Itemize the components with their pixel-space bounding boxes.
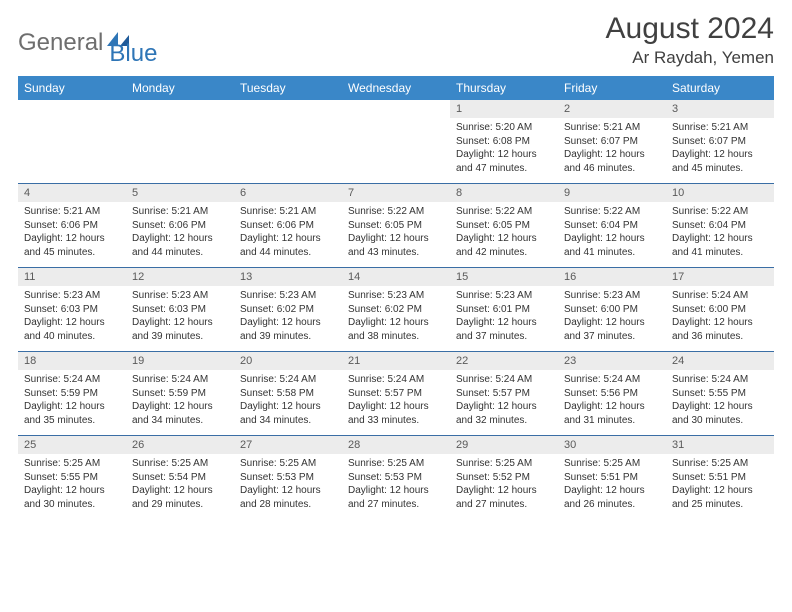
day-content-cell: Sunrise: 5:21 AMSunset: 6:06 PMDaylight:… bbox=[18, 202, 126, 268]
day-content-cell: Sunrise: 5:21 AMSunset: 6:07 PMDaylight:… bbox=[666, 118, 774, 184]
day-number-cell: 23 bbox=[558, 352, 666, 370]
day-number-cell: 19 bbox=[126, 352, 234, 370]
day-content-cell: Sunrise: 5:23 AMSunset: 6:03 PMDaylight:… bbox=[18, 286, 126, 352]
logo-text-2: Blue bbox=[109, 40, 157, 68]
day-number-cell: 9 bbox=[558, 184, 666, 202]
day-header: Thursday bbox=[450, 76, 558, 100]
day-number-cell bbox=[342, 100, 450, 118]
day-number-cell: 18 bbox=[18, 352, 126, 370]
header: General Blue August 2024 Ar Raydah, Yeme… bbox=[18, 12, 774, 68]
day-number-cell: 1 bbox=[450, 100, 558, 118]
day-content-cell: Sunrise: 5:24 AMSunset: 5:58 PMDaylight:… bbox=[234, 370, 342, 436]
logo: General Blue bbox=[18, 18, 157, 68]
day-content-cell: Sunrise: 5:20 AMSunset: 6:08 PMDaylight:… bbox=[450, 118, 558, 184]
day-number-cell: 16 bbox=[558, 268, 666, 286]
day-content-row: Sunrise: 5:21 AMSunset: 6:06 PMDaylight:… bbox=[18, 202, 774, 268]
day-number-cell: 5 bbox=[126, 184, 234, 202]
day-content-cell: Sunrise: 5:25 AMSunset: 5:51 PMDaylight:… bbox=[558, 454, 666, 519]
day-content-row: Sunrise: 5:25 AMSunset: 5:55 PMDaylight:… bbox=[18, 454, 774, 519]
day-number-cell: 8 bbox=[450, 184, 558, 202]
month-title: August 2024 bbox=[606, 12, 774, 46]
day-number-cell: 10 bbox=[666, 184, 774, 202]
day-content-cell: Sunrise: 5:22 AMSunset: 6:05 PMDaylight:… bbox=[450, 202, 558, 268]
day-number-cell: 3 bbox=[666, 100, 774, 118]
day-header: Friday bbox=[558, 76, 666, 100]
day-number-cell: 29 bbox=[450, 436, 558, 454]
day-number-cell: 22 bbox=[450, 352, 558, 370]
day-content-cell: Sunrise: 5:24 AMSunset: 5:57 PMDaylight:… bbox=[450, 370, 558, 436]
day-number-cell: 26 bbox=[126, 436, 234, 454]
day-number-cell: 11 bbox=[18, 268, 126, 286]
day-number-cell: 24 bbox=[666, 352, 774, 370]
day-number-cell: 2 bbox=[558, 100, 666, 118]
day-number-cell: 27 bbox=[234, 436, 342, 454]
title-block: August 2024 Ar Raydah, Yemen bbox=[606, 12, 774, 68]
day-content-cell: Sunrise: 5:23 AMSunset: 6:03 PMDaylight:… bbox=[126, 286, 234, 352]
day-content-cell bbox=[18, 118, 126, 184]
logo-text-1: General bbox=[18, 29, 103, 57]
day-content-cell: Sunrise: 5:24 AMSunset: 5:59 PMDaylight:… bbox=[18, 370, 126, 436]
day-header-row: Sunday Monday Tuesday Wednesday Thursday… bbox=[18, 76, 774, 100]
day-content-cell: Sunrise: 5:24 AMSunset: 5:59 PMDaylight:… bbox=[126, 370, 234, 436]
day-content-cell: Sunrise: 5:23 AMSunset: 6:02 PMDaylight:… bbox=[342, 286, 450, 352]
day-number-cell: 30 bbox=[558, 436, 666, 454]
day-number-cell: 15 bbox=[450, 268, 558, 286]
day-content-cell: Sunrise: 5:24 AMSunset: 5:55 PMDaylight:… bbox=[666, 370, 774, 436]
day-header: Wednesday bbox=[342, 76, 450, 100]
day-content-cell: Sunrise: 5:22 AMSunset: 6:04 PMDaylight:… bbox=[666, 202, 774, 268]
day-number-cell: 28 bbox=[342, 436, 450, 454]
day-number-cell bbox=[18, 100, 126, 118]
day-content-row: Sunrise: 5:23 AMSunset: 6:03 PMDaylight:… bbox=[18, 286, 774, 352]
day-content-row: Sunrise: 5:20 AMSunset: 6:08 PMDaylight:… bbox=[18, 118, 774, 184]
day-number-cell: 13 bbox=[234, 268, 342, 286]
day-content-cell: Sunrise: 5:24 AMSunset: 6:00 PMDaylight:… bbox=[666, 286, 774, 352]
day-content-cell: Sunrise: 5:25 AMSunset: 5:53 PMDaylight:… bbox=[342, 454, 450, 519]
day-number-row: 45678910 bbox=[18, 184, 774, 202]
day-content-cell: Sunrise: 5:22 AMSunset: 6:05 PMDaylight:… bbox=[342, 202, 450, 268]
day-content-cell: Sunrise: 5:22 AMSunset: 6:04 PMDaylight:… bbox=[558, 202, 666, 268]
day-header: Tuesday bbox=[234, 76, 342, 100]
day-content-cell: Sunrise: 5:24 AMSunset: 5:57 PMDaylight:… bbox=[342, 370, 450, 436]
day-number-cell: 17 bbox=[666, 268, 774, 286]
day-content-cell: Sunrise: 5:23 AMSunset: 6:02 PMDaylight:… bbox=[234, 286, 342, 352]
day-content-cell: Sunrise: 5:21 AMSunset: 6:07 PMDaylight:… bbox=[558, 118, 666, 184]
day-content-cell: Sunrise: 5:23 AMSunset: 6:00 PMDaylight:… bbox=[558, 286, 666, 352]
day-number-cell: 4 bbox=[18, 184, 126, 202]
day-content-cell: Sunrise: 5:25 AMSunset: 5:55 PMDaylight:… bbox=[18, 454, 126, 519]
day-number-cell: 25 bbox=[18, 436, 126, 454]
day-number-cell: 6 bbox=[234, 184, 342, 202]
day-content-cell bbox=[234, 118, 342, 184]
day-content-cell: Sunrise: 5:24 AMSunset: 5:56 PMDaylight:… bbox=[558, 370, 666, 436]
day-number-cell bbox=[126, 100, 234, 118]
day-content-cell: Sunrise: 5:21 AMSunset: 6:06 PMDaylight:… bbox=[234, 202, 342, 268]
day-header: Saturday bbox=[666, 76, 774, 100]
day-content-cell: Sunrise: 5:25 AMSunset: 5:54 PMDaylight:… bbox=[126, 454, 234, 519]
day-content-cell bbox=[342, 118, 450, 184]
day-number-cell: 14 bbox=[342, 268, 450, 286]
day-content-cell: Sunrise: 5:23 AMSunset: 6:01 PMDaylight:… bbox=[450, 286, 558, 352]
day-number-row: 25262728293031 bbox=[18, 436, 774, 454]
day-number-row: 123 bbox=[18, 100, 774, 118]
day-number-cell: 12 bbox=[126, 268, 234, 286]
day-content-cell: Sunrise: 5:25 AMSunset: 5:53 PMDaylight:… bbox=[234, 454, 342, 519]
day-content-row: Sunrise: 5:24 AMSunset: 5:59 PMDaylight:… bbox=[18, 370, 774, 436]
day-content-cell: Sunrise: 5:21 AMSunset: 6:06 PMDaylight:… bbox=[126, 202, 234, 268]
day-number-cell: 20 bbox=[234, 352, 342, 370]
day-number-cell: 21 bbox=[342, 352, 450, 370]
day-header: Monday bbox=[126, 76, 234, 100]
calendar-table: Sunday Monday Tuesday Wednesday Thursday… bbox=[18, 76, 774, 519]
day-content-cell: Sunrise: 5:25 AMSunset: 5:52 PMDaylight:… bbox=[450, 454, 558, 519]
day-number-cell: 31 bbox=[666, 436, 774, 454]
day-number-cell: 7 bbox=[342, 184, 450, 202]
day-number-row: 11121314151617 bbox=[18, 268, 774, 286]
day-number-row: 18192021222324 bbox=[18, 352, 774, 370]
location: Ar Raydah, Yemen bbox=[606, 48, 774, 68]
day-content-cell bbox=[126, 118, 234, 184]
day-header: Sunday bbox=[18, 76, 126, 100]
day-number-cell bbox=[234, 100, 342, 118]
day-content-cell: Sunrise: 5:25 AMSunset: 5:51 PMDaylight:… bbox=[666, 454, 774, 519]
